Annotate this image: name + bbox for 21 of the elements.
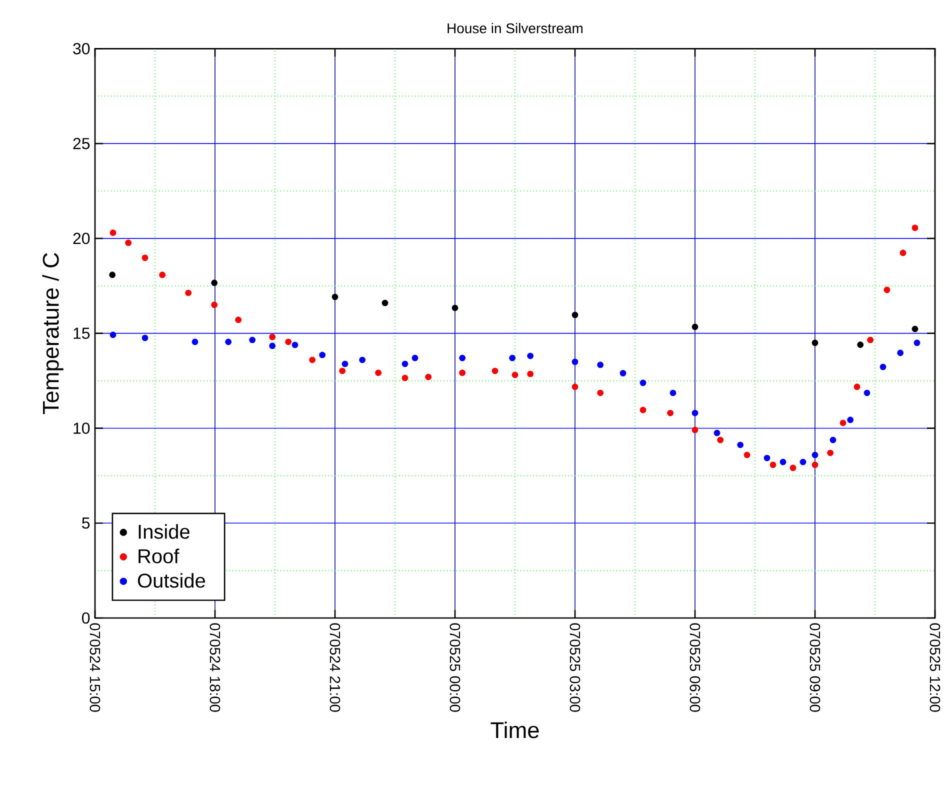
chart-title: House in Silverstream: [448, 23, 583, 34]
x-tick-label: 070525 00:00: [450, 623, 460, 712]
legend-label: Roof: [138, 548, 180, 564]
x-axis-title: Time: [490, 722, 539, 738]
y-tick-label: 10: [74, 422, 90, 434]
x-tick-label: 070525 09:00: [810, 623, 820, 712]
x-tick-label: 070524 21:00: [330, 623, 340, 712]
legend-label: Outside: [138, 573, 206, 588]
y-tick-label: 5: [82, 518, 90, 529]
x-tick-label: 070524 18:00: [210, 623, 220, 712]
x-tick-label: 070525 03:00: [570, 623, 580, 712]
y-tick-label: 15: [74, 328, 90, 339]
y-tick-label: 30: [73, 43, 90, 54]
y-tick-label: 25: [73, 138, 90, 150]
x-tick-label: 070524 15:00: [90, 623, 100, 712]
y-tick-label: 20: [73, 232, 90, 244]
x-tick-label: 070525 12:00: [930, 623, 940, 712]
x-tick-label: 070525 06:00: [690, 623, 700, 712]
legend-label: Inside: [138, 524, 190, 539]
y-axis-title: Temperature / C: [42, 252, 64, 414]
y-tick-label: 0: [82, 612, 90, 624]
